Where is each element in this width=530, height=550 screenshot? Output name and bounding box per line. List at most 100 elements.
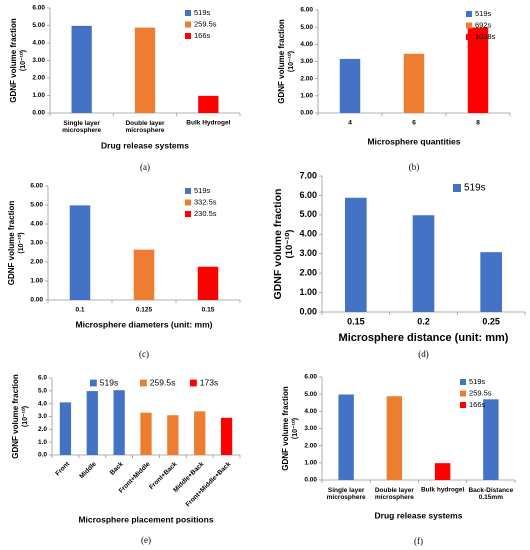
y-axis-unit: (10⁻¹⁰) xyxy=(19,50,27,71)
y-axis-unit: (10⁻¹⁰) xyxy=(284,230,295,259)
bar xyxy=(339,58,361,113)
legend-swatch xyxy=(185,211,191,217)
legend-label: 259.5s xyxy=(469,388,492,397)
legend-label: 519s xyxy=(464,183,486,194)
y-tick-label: 1.0 xyxy=(38,439,47,446)
bar xyxy=(220,417,233,455)
legend-swatch xyxy=(185,33,191,39)
bar xyxy=(133,249,155,300)
y-axis-unit: (10⁻¹⁰) xyxy=(21,406,29,427)
x-tick-label: Single layer microsphere xyxy=(327,487,366,501)
bar xyxy=(69,205,91,300)
x-tick-label: Front+Middle+Back xyxy=(185,460,233,508)
x-tick-label: 0.2 xyxy=(417,316,430,326)
x-axis-label: Drug release systems xyxy=(375,510,463,520)
y-axis-label: GDNF volume fraction xyxy=(11,374,20,459)
panel-label: (a) xyxy=(140,162,150,172)
y-tick-label: 1.00 xyxy=(300,93,313,100)
y-axis-unit: (10⁻¹⁰) xyxy=(291,418,299,439)
y-tick-label: 6.00 xyxy=(32,5,45,12)
y-tick-label: 6.00 xyxy=(299,190,317,200)
y-tick-label: 2.00 xyxy=(30,259,43,266)
bar xyxy=(86,391,98,455)
y-tick-label: 3.00 xyxy=(299,248,317,258)
x-tick-label: 0.15 xyxy=(347,316,365,326)
bar xyxy=(403,53,425,113)
y-tick-label: 1.00 xyxy=(304,460,317,467)
bar xyxy=(386,396,403,480)
x-tick-label: Middle xyxy=(78,460,98,480)
legend-label: 173s xyxy=(200,377,218,387)
y-tick-label: 5.00 xyxy=(30,202,43,209)
y-tick-label: 5.00 xyxy=(300,24,313,31)
legend-label: 519s xyxy=(100,377,118,387)
x-axis-label: Microsphere quantities xyxy=(367,136,460,146)
y-tick-label: 1.00 xyxy=(299,287,317,297)
x-tick-label: Bulk Hydrogel xyxy=(186,120,230,127)
panel-label: (c) xyxy=(139,349,149,359)
x-tick-label: 6 xyxy=(412,120,416,127)
bar xyxy=(194,411,206,455)
y-tick-label: 3.00 xyxy=(30,240,43,247)
x-axis-label: Microsphere distance (unit: mm) xyxy=(339,332,509,344)
y-tick-label: 4.00 xyxy=(299,229,317,239)
bar xyxy=(467,27,489,113)
legend-label: 166s xyxy=(194,31,211,40)
y-axis-label: GDNF volume fraction xyxy=(281,386,290,471)
y-tick-label: 6.00 xyxy=(300,7,313,14)
y-tick-label: 0.00 xyxy=(30,297,43,304)
y-tick-label: 5.00 xyxy=(304,391,317,398)
legend-swatch xyxy=(466,22,472,29)
bar xyxy=(480,252,502,312)
y-tick-label: 3.00 xyxy=(32,57,45,64)
y-tick-label: 2.00 xyxy=(304,442,317,449)
legend-swatch xyxy=(460,379,466,385)
legend-label: 519s xyxy=(194,186,211,195)
y-tick-label: 4.00 xyxy=(30,221,43,228)
y-tick-label: 4.00 xyxy=(300,41,313,48)
bar xyxy=(140,412,152,455)
y-tick-label: 1.00 xyxy=(30,278,43,285)
x-tick-label: Front xyxy=(54,460,71,477)
y-axis-unit: (10⁻¹⁰) xyxy=(287,51,295,72)
y-tick-label: 3.0 xyxy=(38,413,47,420)
y-tick-label: 0.00 xyxy=(304,477,317,484)
bar xyxy=(345,197,367,312)
legend-swatch xyxy=(466,11,472,17)
x-tick-label: 0.1 xyxy=(75,307,84,314)
legend-swatch xyxy=(185,188,191,194)
y-tick-label: 0.00 xyxy=(300,110,313,117)
y-tick-label: 6.00 xyxy=(30,183,43,190)
x-tick-label: 0.25 xyxy=(482,316,500,326)
legend-swatch xyxy=(185,21,191,28)
bar xyxy=(59,402,72,455)
y-tick-label: 2.00 xyxy=(299,268,317,278)
panel-label: (b) xyxy=(409,162,420,172)
y-axis-unit: (10⁻¹⁰) xyxy=(17,232,25,253)
legend-swatch xyxy=(185,199,191,206)
y-tick-label: 5.00 xyxy=(32,22,45,29)
y-tick-label: 3.00 xyxy=(300,58,313,65)
bar xyxy=(134,27,156,114)
panel-label: (f) xyxy=(414,536,423,546)
y-tick-label: 3.00 xyxy=(304,425,317,432)
y-tick-label: 1.00 xyxy=(32,92,45,99)
y-tick-label: 2.0 xyxy=(38,426,47,433)
y-tick-label: 6.0 xyxy=(38,375,47,382)
bar xyxy=(113,390,125,455)
legend-label: 259.5s xyxy=(150,377,176,387)
y-tick-label: 0.0 xyxy=(38,452,47,459)
bar xyxy=(197,266,219,300)
y-tick-label: 5.0 xyxy=(38,388,47,395)
legend-label: 1038s xyxy=(475,32,496,41)
legend-swatch xyxy=(466,34,472,40)
legend-swatch xyxy=(460,402,466,408)
bar xyxy=(434,463,451,480)
x-tick-label: Back xyxy=(109,460,125,476)
x-tick-label: 0.15 xyxy=(202,307,215,314)
legend-label: 519s xyxy=(194,8,211,17)
x-tick-label: Double layer microsphere xyxy=(375,487,414,501)
x-tick-label: 8 xyxy=(476,120,480,127)
y-tick-label: 6.00 xyxy=(304,374,317,381)
